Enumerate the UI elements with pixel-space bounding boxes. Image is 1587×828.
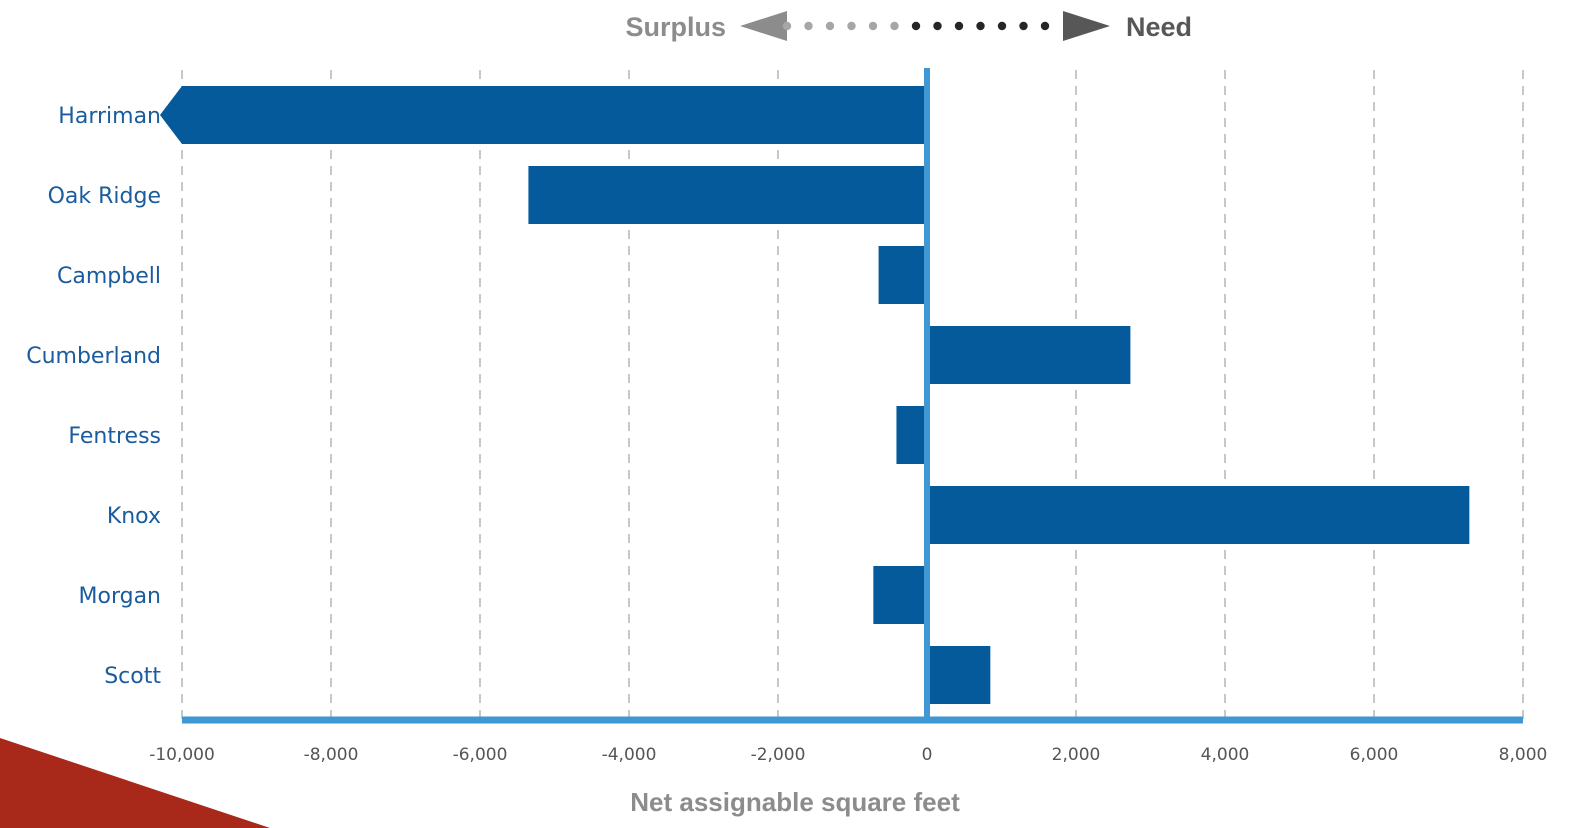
category-label: Campbell (57, 264, 161, 289)
bar-campbell (878, 246, 927, 304)
bar-cumberland (927, 326, 1131, 384)
dot (997, 21, 1007, 31)
category-label: Knox (107, 504, 161, 529)
bar-oak-ridge (528, 166, 927, 224)
bar-scott (927, 646, 991, 704)
tick-label: -10,000 (149, 745, 215, 765)
dot (847, 21, 856, 31)
tick-label: 0 (922, 745, 933, 765)
tick-label: -2,000 (751, 745, 806, 765)
category-label: Cumberland (26, 344, 161, 369)
surplus-label: Surplus (625, 12, 726, 42)
dot (804, 21, 813, 31)
category-label: Morgan (79, 584, 162, 609)
bar-fentress (896, 406, 927, 464)
corner-decoration (0, 738, 270, 828)
tick-label: 8,000 (1499, 745, 1548, 765)
dot (911, 21, 921, 31)
dot (890, 21, 899, 31)
tick-label: 6,000 (1350, 745, 1399, 765)
dot (1019, 21, 1028, 31)
arrow-right-icon (1063, 11, 1110, 41)
category-label: Fentress (68, 424, 161, 449)
category-label: Scott (104, 664, 161, 689)
surplus-need-header: Surplus Need (625, 11, 1192, 42)
tick-label: -6,000 (453, 745, 508, 765)
dot (976, 21, 985, 31)
bar-harriman (160, 86, 927, 144)
dot (1040, 21, 1050, 31)
bar-knox (927, 486, 1470, 544)
tick-label: -4,000 (602, 745, 657, 765)
arrow-left-icon (740, 11, 787, 41)
tick-labels: -10,000 -8,000 -6,000 -4,000 -2,000 0 2,000 4,0… (149, 745, 1547, 765)
dot (868, 21, 878, 31)
dot (825, 21, 835, 31)
need-label: Need (1126, 12, 1192, 42)
tick-label: -8,000 (304, 745, 359, 765)
x-axis-title: Net assignable square feet (630, 787, 960, 817)
dot (933, 21, 942, 31)
axes (182, 68, 1523, 724)
dotted-line (782, 21, 1050, 31)
dot (782, 21, 792, 31)
bars (160, 86, 1470, 704)
dot (954, 21, 964, 31)
grid-lines (181, 70, 1524, 720)
category-label: Harriman (58, 104, 161, 129)
category-labels: Harriman Oak Ridge Campbell Cumberland Fentr… (26, 104, 161, 689)
tick-label: 2,000 (1052, 745, 1101, 765)
category-label: Oak Ridge (48, 184, 161, 209)
bar-morgan (873, 566, 927, 624)
tick-label: 4,000 (1201, 745, 1250, 765)
